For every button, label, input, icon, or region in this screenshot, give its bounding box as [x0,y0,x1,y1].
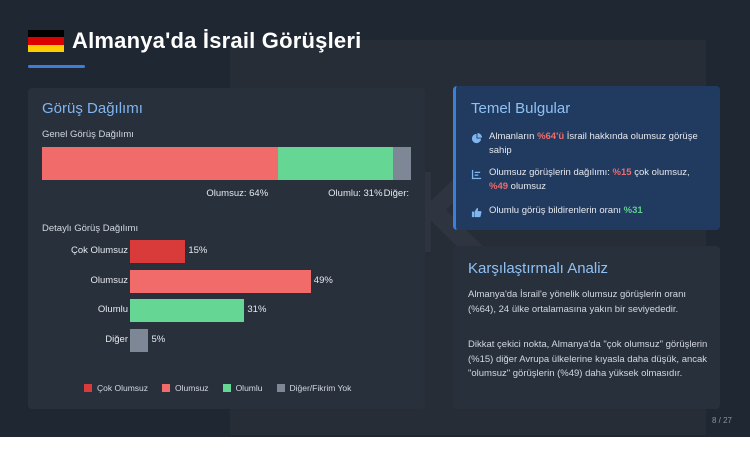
comparative-analysis-title: Karşılaştırmalı Analiz [468,260,609,277]
finding-text: Olumsuz görüşlerin dağılımı: %15 çok olu… [489,167,690,192]
comparison-paragraph-1: Almanya'da İsrail'e yönelik olumsuz görü… [468,289,687,315]
general-distribution-subtitle: Genel Görüş Dağılımı [42,129,134,140]
bar-value-label: 5% [151,333,166,345]
germany-flag-icon [28,30,64,52]
stacked-segment-diger [392,147,411,180]
bar-value-label: 31% [247,304,267,315]
key-findings-panel: Temel Bulgular Almanların %64'ü İsrail h… [453,86,720,230]
legend-label: Diğer/Fikrim Yok [289,383,352,393]
bar [130,269,311,293]
stacked-bar [42,147,411,180]
category-label: Diğer [105,333,128,345]
category-label: Çok Olumsuz [70,245,128,256]
detailed-bar-chart: Çok Olumsuz 15% Olumsuz 49% Olumlu 31% Diğer 5% [28,238,425,358]
flag-stripe-black [28,30,64,38]
thumbs-up-icon [471,205,482,218]
legend-item: Diğer/Fikrim Yok [276,383,352,393]
legend-item: Olumlu [222,383,263,393]
bar [130,299,245,322]
legend-label: Olumlu [235,383,263,393]
legend-swatch [162,384,171,392]
slide: K Almanya'da İsrail Görüşleri Görüş Dağı… [0,0,750,437]
legend-item: Çok Olumsuz [84,383,148,393]
page-number: 8 / 27 [711,416,732,425]
pie-chart-icon [471,131,482,144]
category-label: Olumlu [97,304,128,315]
stacked-segment-olumsuz [42,147,279,180]
legend-swatch [84,384,92,392]
finding-text: Olumlu görüş bildirenlerin oranı %31 [489,205,643,216]
flag-stripe-red [28,37,64,45]
title-underline [28,65,85,68]
bar-list-icon [471,167,482,180]
bar-value-label: 49% [313,274,333,286]
finding-item: Olumsuz görüşlerin dağılımı: %15 çok olu… [471,166,704,194]
comparison-paragraph-2: Dikkat çekici nokta, Almanya'da "çok olu… [468,339,708,379]
legend-label: Olumsuz [175,383,209,393]
key-findings-title: Temel Bulgular [471,100,571,117]
finding-text: Almanların %64'ü İsrail hakkında olumsuz… [489,131,698,156]
detailed-distribution-subtitle: Detaylı Görüş Dağılımı [42,223,139,234]
bar [130,328,149,352]
legend-label: Çok Olumsuz [97,383,149,393]
legend-swatch [222,384,231,392]
header: Almanya'da İsrail Görüşleri [28,24,361,58]
distribution-panel: Görüş Dağılımı Genel Görüş Dağılımı Olum… [28,88,425,409]
legend-item: Olumsuz [162,383,209,393]
distribution-title: Görüş Dağılımı [42,100,143,117]
comparative-analysis-panel: Karşılaştırmalı Analiz Almanya'da İsrail… [453,246,720,409]
stacked-label-olumsuz: Olumsuz: 64% [206,188,269,199]
bar [130,240,186,263]
legend-swatch [276,384,285,392]
chart-legend: Çok Olumsuz Olumsuz Olumlu Diğer/Fikrim Yok [84,383,365,393]
flag-stripe-gold [28,44,64,52]
stacked-label-diger: Diğer: [383,188,409,199]
page-title: Almanya'da İsrail Görüşleri [72,28,362,53]
bar-value-label: 15% [188,245,208,256]
category-label: Olumsuz [90,274,128,286]
finding-item: Olumlu görüş bildirenlerin oranı %31 [471,204,704,218]
finding-item: Almanların %64'ü İsrail hakkında olumsuz… [471,130,704,158]
stacked-segment-olumlu [278,147,393,180]
stacked-label-olumlu: Olumlu: 31% [328,188,383,199]
